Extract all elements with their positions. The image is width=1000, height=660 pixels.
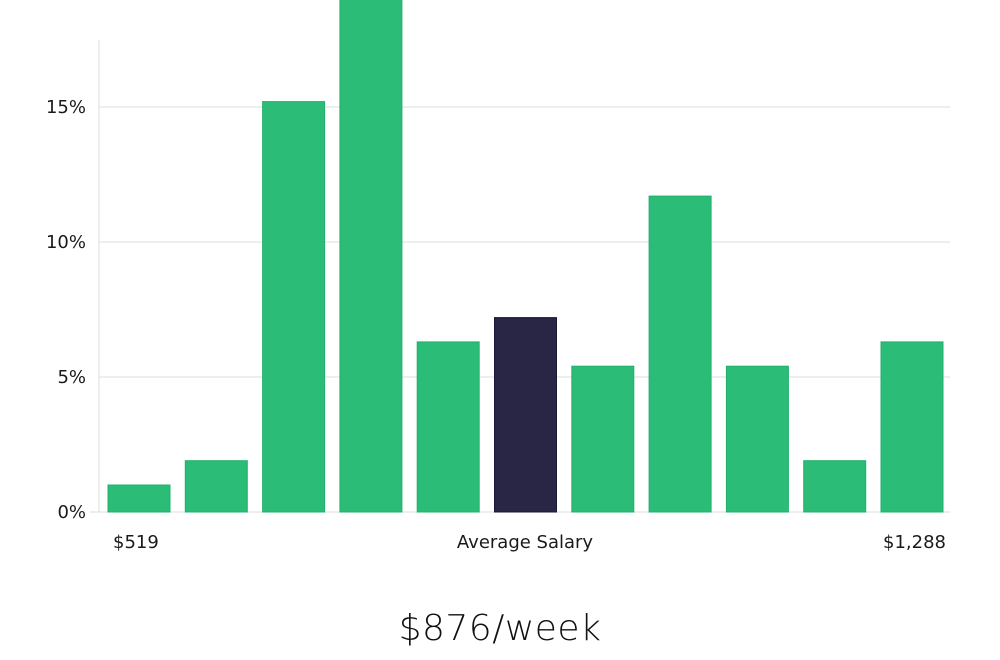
y-tick-label: 0% bbox=[57, 502, 86, 523]
x-axis-label: Average Salary bbox=[457, 532, 594, 553]
bars bbox=[107, 0, 944, 513]
bar bbox=[107, 484, 171, 513]
bar bbox=[416, 341, 480, 513]
bar bbox=[339, 0, 403, 513]
x-min-label: $519 bbox=[113, 532, 159, 553]
y-tick-label: 10% bbox=[46, 232, 86, 253]
bar bbox=[262, 101, 326, 513]
x-max-label: $1,288 bbox=[883, 532, 946, 553]
y-tick-label: 15% bbox=[46, 97, 86, 118]
average-salary-caption: $876/week bbox=[398, 608, 602, 649]
bar bbox=[803, 460, 867, 513]
y-tick-label: 5% bbox=[57, 367, 86, 388]
bar-highlighted bbox=[494, 317, 557, 513]
y-tick-labels: 0%5%10%15%20%25%30% bbox=[46, 97, 86, 523]
bar bbox=[648, 195, 712, 513]
bar bbox=[184, 460, 248, 513]
bar bbox=[880, 341, 944, 513]
bar bbox=[571, 365, 635, 513]
bar bbox=[725, 365, 789, 513]
salary-histogram: 0%5%10%15%20%25%30% $519 Average Salary … bbox=[46, 0, 950, 553]
